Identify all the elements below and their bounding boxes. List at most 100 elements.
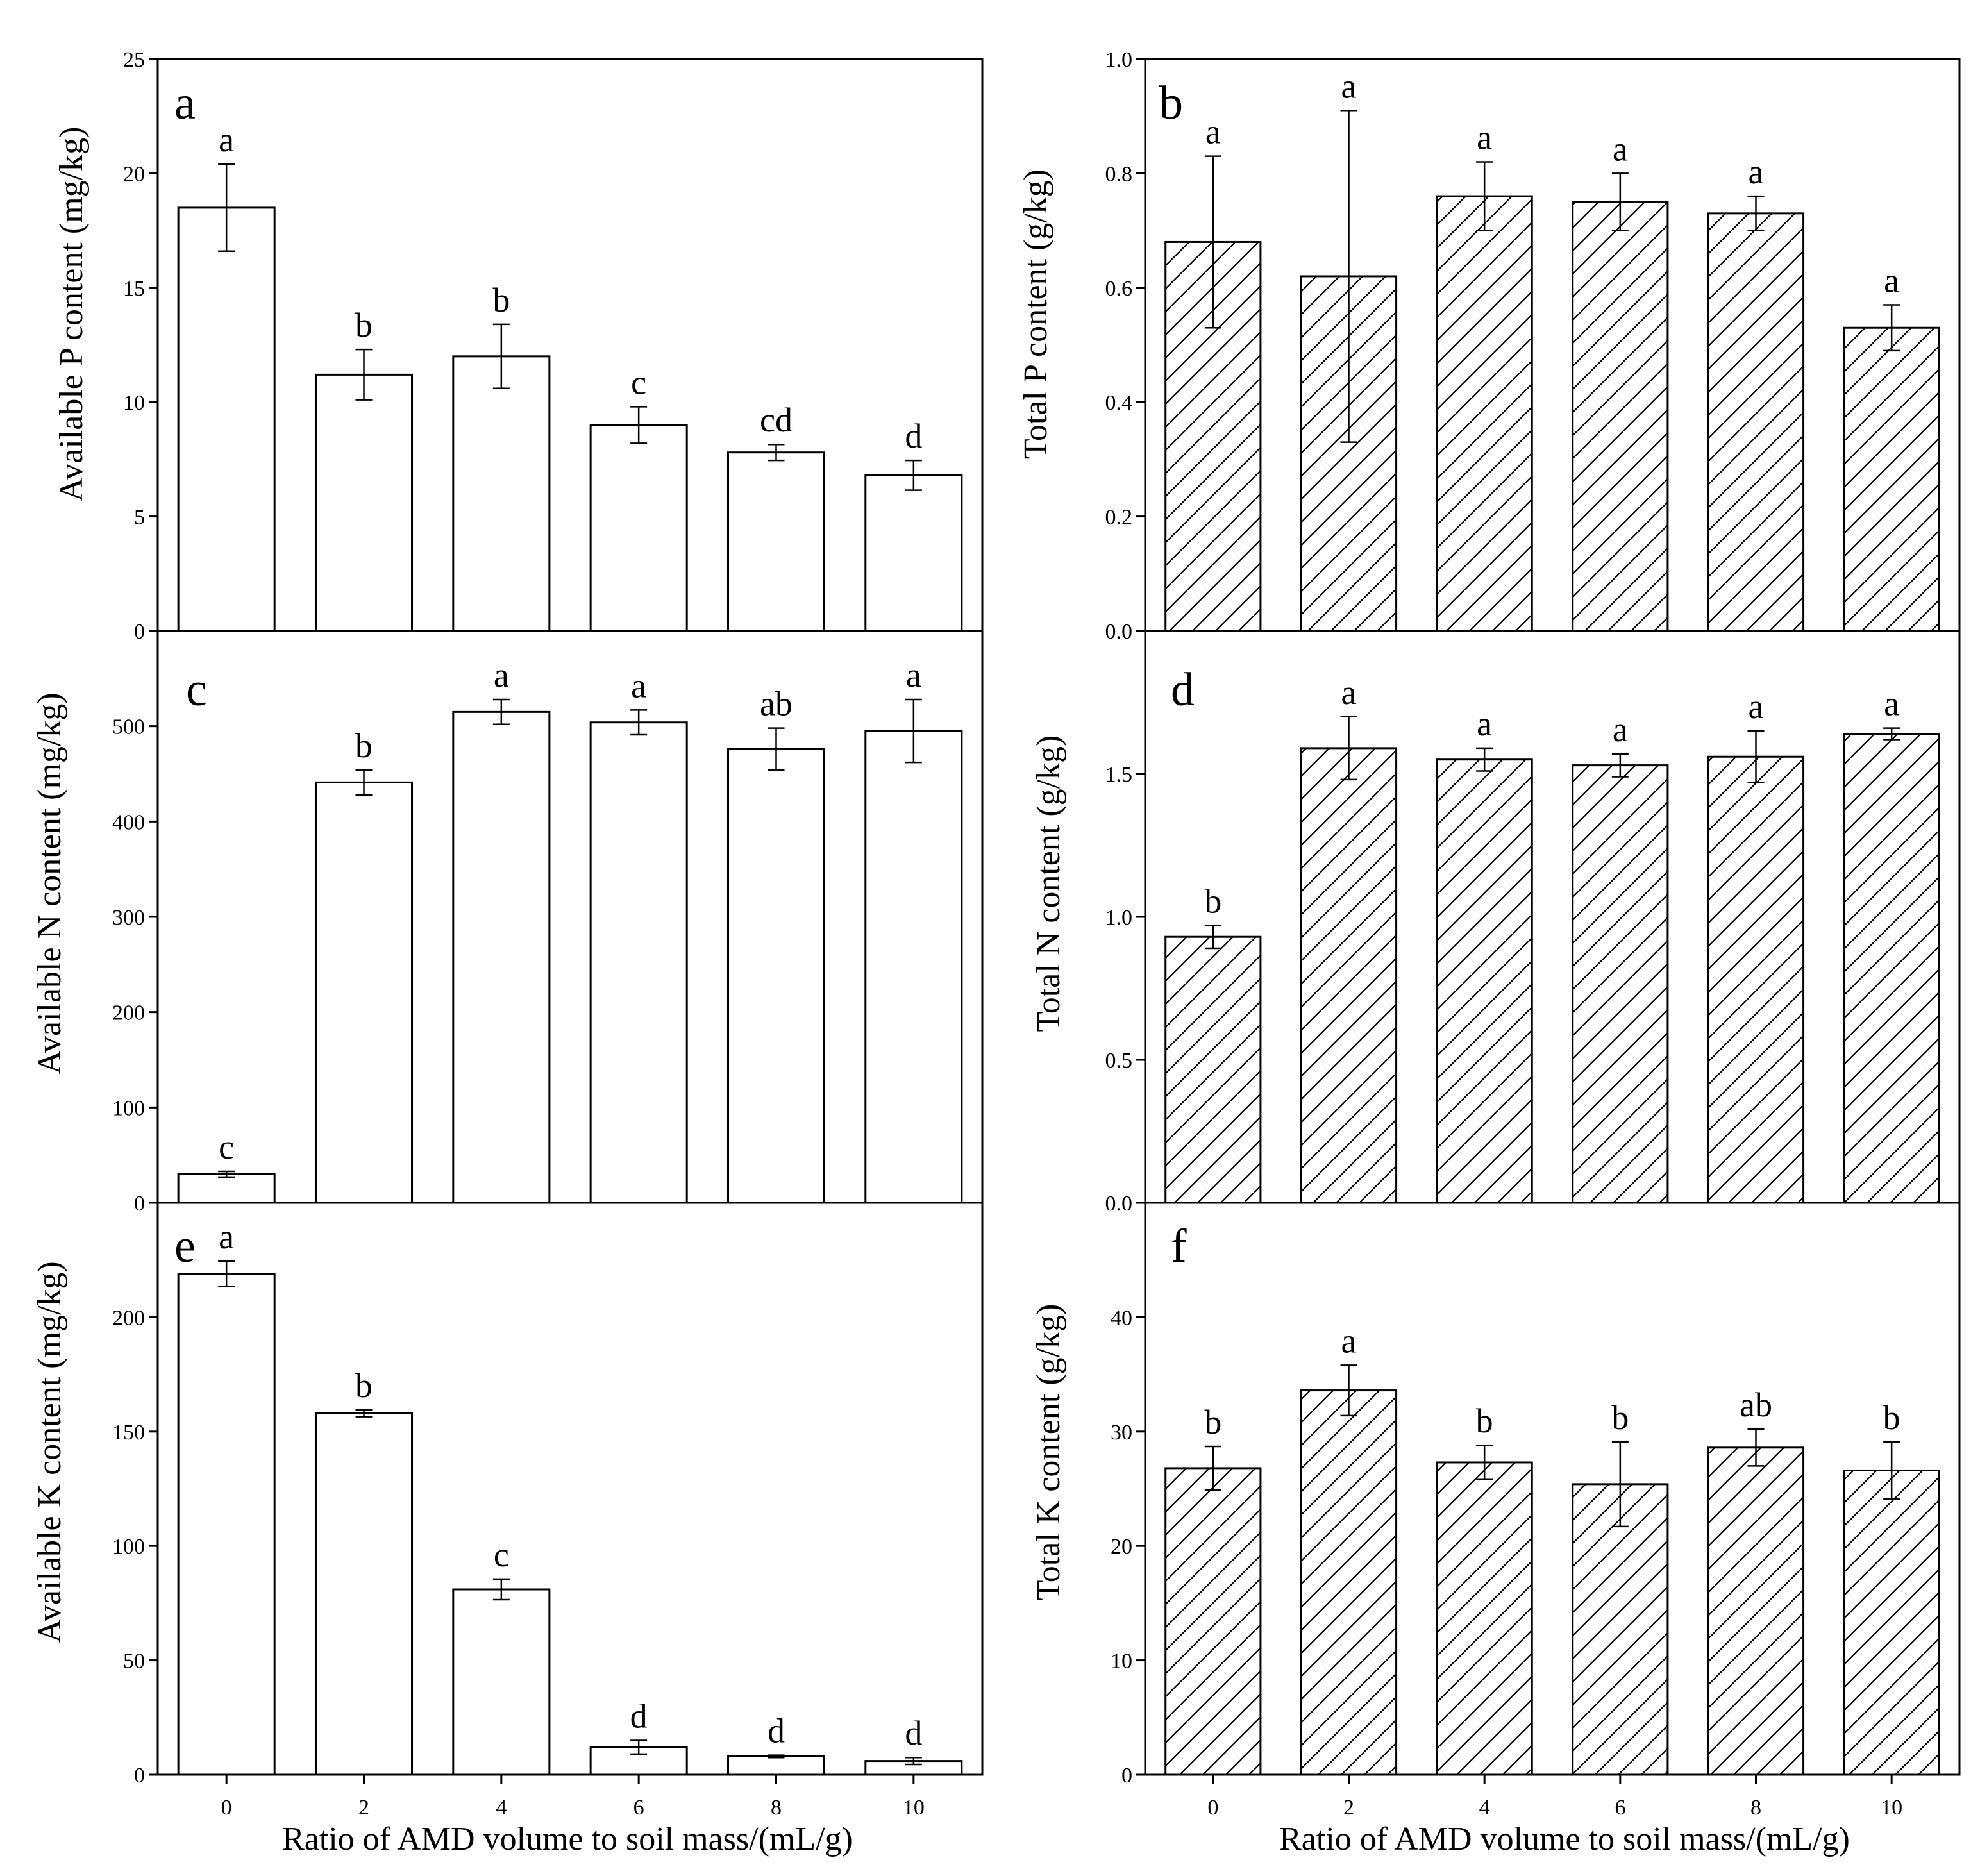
ytick-label: 0 xyxy=(1121,1764,1132,1788)
significance-label: b xyxy=(1204,882,1221,920)
panel-e: Available K content (mg/kg) e Ratio of A… xyxy=(31,1202,984,1857)
ytick-label: 200 xyxy=(112,1306,145,1330)
panel-b: Total P content (g/kg) b 0.0 0.2 0.4 0.6 0.8… xyxy=(1018,48,1961,644)
panel-c: Available N content (mg/kg) c 0 100 200 300… xyxy=(31,630,984,1216)
xtick-label: 0 xyxy=(1207,1796,1218,1820)
significance-label: c xyxy=(494,1536,509,1574)
bar xyxy=(314,781,414,1204)
ytick-label: 25 xyxy=(123,48,145,72)
significance-label: a xyxy=(1205,113,1221,151)
ytick-label: 300 xyxy=(112,906,145,930)
plot-frame xyxy=(1144,630,1961,1204)
bar xyxy=(1707,1446,1805,1776)
significance-label: b xyxy=(355,726,373,765)
ytick-label: 150 xyxy=(112,1421,145,1445)
plot-frame xyxy=(156,58,984,632)
xtick-label: 4 xyxy=(496,1796,507,1820)
bar xyxy=(314,373,414,632)
bar xyxy=(1300,275,1398,632)
plot-frame xyxy=(1144,1202,1961,1776)
significance-label: a xyxy=(219,1218,234,1256)
bar xyxy=(452,710,551,1204)
ytick-label: 0.0 xyxy=(1105,1192,1133,1216)
significance-label: c xyxy=(631,363,646,401)
significance-label: b xyxy=(1476,1402,1493,1440)
panel-a: Available P content (mg/kg) a 0 5 10 15 20 25… xyxy=(53,48,984,644)
significance-label: cd xyxy=(760,401,793,439)
panel-a-ylabel: Available P content (mg/kg) xyxy=(53,127,90,502)
bar xyxy=(726,1755,826,1776)
xtick-label: 4 xyxy=(1479,1796,1490,1820)
significance-label: b xyxy=(355,306,373,344)
bar xyxy=(1436,1461,1533,1776)
significance-label: a xyxy=(1341,673,1357,712)
ytick-label: 200 xyxy=(112,1001,145,1025)
bar xyxy=(452,1588,551,1776)
significance-label: a xyxy=(1341,67,1357,105)
ytick-label: 50 xyxy=(123,1650,145,1673)
bar xyxy=(177,206,276,632)
panel-b-ylabel: Total P content (g/kg) xyxy=(1018,169,1054,459)
significance-label: a xyxy=(1884,262,1899,300)
bar xyxy=(1300,1389,1398,1776)
ytick-label: 20 xyxy=(1111,1535,1132,1559)
panel-c-ylabel: Available N content (mg/kg) xyxy=(31,692,68,1074)
significance-label: b xyxy=(492,281,510,319)
bar xyxy=(452,355,551,632)
significance-label: d xyxy=(768,1712,785,1750)
panel-b-label: b xyxy=(1159,77,1183,130)
ytick-label: 100 xyxy=(112,1535,145,1559)
xtick-label: 8 xyxy=(771,1796,782,1820)
significance-label: a xyxy=(1749,153,1764,191)
panel-f-label: f xyxy=(1171,1220,1187,1273)
bar xyxy=(1707,755,1805,1204)
plot-frame xyxy=(156,1202,984,1776)
ytick-label: 0 xyxy=(134,1764,145,1788)
bar xyxy=(314,1412,414,1776)
plot-frame xyxy=(1144,58,1961,632)
bar xyxy=(1707,212,1805,632)
panel-f-xlabel: Ratio of AMD volume to soil mass/(mL/g) xyxy=(1279,1821,1850,1857)
significance-label: a xyxy=(1749,687,1764,726)
plot-frame xyxy=(156,630,984,1204)
significance-label: a xyxy=(1341,1321,1357,1360)
significance-label: b xyxy=(355,1366,373,1405)
panel-c-label: c xyxy=(186,664,207,716)
ytick-label: 0.2 xyxy=(1105,506,1133,530)
significance-label: a xyxy=(1613,130,1628,168)
bar xyxy=(1843,326,1940,632)
ytick-label: 0 xyxy=(134,620,145,644)
ytick-label: 40 xyxy=(1111,1306,1132,1330)
xtick-label: 6 xyxy=(1615,1796,1625,1820)
significance-label: d xyxy=(905,417,922,455)
bar xyxy=(726,451,826,632)
ytick-label: 1.0 xyxy=(1105,48,1133,72)
ytick-label: 1.0 xyxy=(1105,906,1133,930)
panel-d-label: d xyxy=(1171,664,1195,716)
bar xyxy=(726,748,826,1204)
xtick-label: 2 xyxy=(358,1796,369,1820)
bar xyxy=(1572,201,1669,632)
bar xyxy=(1436,195,1533,632)
ytick-label: 1.5 xyxy=(1105,763,1133,787)
panel-f-ylabel: Total K content (g/kg) xyxy=(1030,1304,1067,1601)
significance-label: b xyxy=(1204,1403,1221,1441)
xtick-label: 6 xyxy=(633,1796,644,1820)
xtick-label: 2 xyxy=(1343,1796,1354,1820)
significance-label: a xyxy=(1477,119,1492,157)
ytick-label: 500 xyxy=(112,716,145,739)
panel-a-label: a xyxy=(174,77,196,130)
significance-label: b xyxy=(1611,1398,1629,1437)
ytick-label: 0 xyxy=(134,1192,145,1216)
ytick-label: 400 xyxy=(112,810,145,834)
bar xyxy=(1843,733,1940,1204)
significance-label: d xyxy=(905,1714,922,1752)
panel-e-xlabel: Ratio of AMD volume to soil mass/(mL/g) xyxy=(282,1821,853,1857)
panel-e-label: e xyxy=(174,1220,196,1273)
significance-label: ab xyxy=(1740,1386,1772,1424)
significance-label: a xyxy=(494,656,509,694)
ytick-label: 10 xyxy=(123,391,145,415)
bar xyxy=(1572,1483,1669,1776)
significance-label: d xyxy=(630,1696,648,1735)
